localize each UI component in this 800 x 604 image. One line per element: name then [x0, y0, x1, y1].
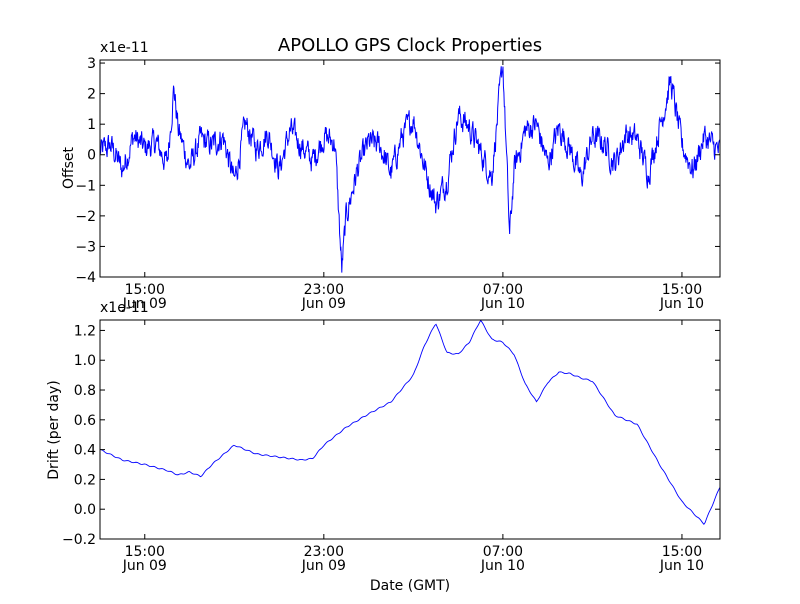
y-multiplier-label: x1e-11	[100, 300, 149, 316]
x-axis-label: Date (GMT)	[370, 578, 450, 594]
x-tick-label-time: 07:00	[483, 544, 523, 560]
y-axis-label: Offset	[61, 146, 77, 189]
y-tick-label: 2	[87, 87, 96, 103]
y-tick-label: 1.0	[74, 353, 96, 369]
y-tick-label: −0.2	[62, 532, 96, 548]
x-tick-label-date: Jun 10	[480, 558, 525, 574]
y-tick-label: 0	[87, 148, 96, 164]
x-tick-label-date: Jun 09	[301, 296, 346, 312]
y-tick-label: 1.2	[74, 323, 96, 339]
y-tick-label: −2	[75, 209, 96, 225]
x-tick-label-date: Jun 09	[122, 296, 167, 312]
x-tick-label-time: 15:00	[125, 282, 165, 298]
x-tick-label-time: 15:00	[662, 282, 702, 298]
y-tick-label: 1	[87, 117, 96, 133]
x-tick-label-time: 15:00	[125, 544, 165, 560]
offset-series-line	[99, 66, 721, 273]
y-tick-label: −1	[75, 178, 96, 194]
x-tick-label-date: Jun 10	[659, 296, 704, 312]
x-tick-label-time: 15:00	[662, 544, 702, 560]
y-tick-label: 0.8	[74, 383, 96, 399]
y-tick-label: −3	[75, 239, 96, 255]
x-tick-label-time: 23:00	[304, 544, 344, 560]
y-tick-label: 3	[87, 56, 96, 72]
x-tick-label-date: Jun 10	[659, 558, 704, 574]
y-multiplier-label: x1e-11	[100, 40, 149, 56]
x-tick-label-time: 23:00	[304, 282, 344, 298]
y-tick-label: 0.4	[74, 443, 96, 459]
offset-axes-frame	[99, 59, 721, 278]
y-tick-label: −4	[75, 270, 96, 286]
y-tick-label: 0.0	[74, 502, 96, 518]
chart-title: APOLLO GPS Clock Properties	[278, 35, 542, 56]
x-tick-label-date: Jun 09	[122, 558, 167, 574]
y-tick-label: 0.2	[74, 472, 96, 488]
y-axis-label: Drift (per day)	[46, 380, 62, 479]
drift-axes-frame	[99, 319, 721, 540]
y-tick-label: 0.6	[74, 413, 96, 429]
x-tick-label-date: Jun 09	[301, 558, 346, 574]
x-tick-label-date: Jun 10	[480, 296, 525, 312]
drift-series-line	[99, 319, 721, 525]
x-tick-label-time: 07:00	[483, 282, 523, 298]
